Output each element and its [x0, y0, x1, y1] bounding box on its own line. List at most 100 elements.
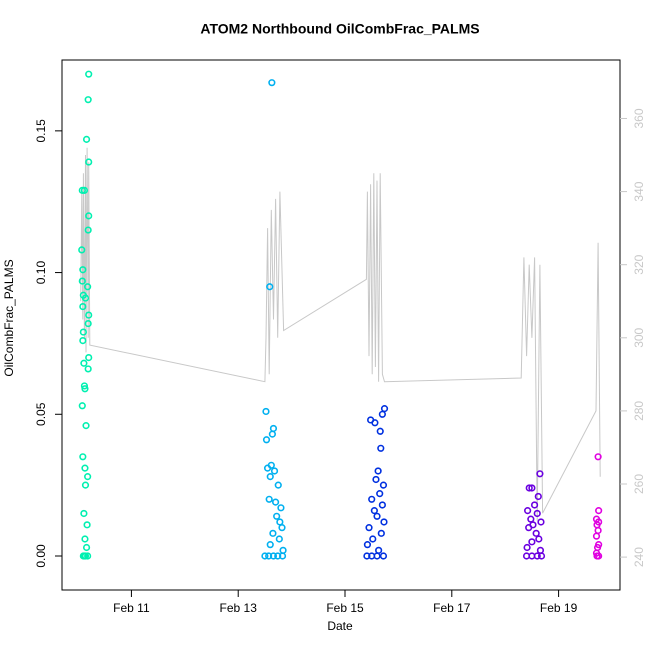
x-tick-label: Feb 17 — [433, 601, 471, 615]
point — [592, 532, 601, 540]
point — [365, 524, 373, 532]
y2-tick-label: 260 — [632, 474, 646, 494]
point — [262, 407, 270, 416]
point — [372, 475, 380, 484]
point — [266, 473, 274, 481]
x-tick-label: Feb 15 — [326, 601, 364, 615]
point — [370, 507, 378, 515]
point — [276, 518, 284, 526]
point — [270, 467, 279, 475]
y2-tick-label: 280 — [632, 401, 646, 421]
point — [266, 283, 274, 291]
point — [535, 535, 543, 543]
point — [277, 504, 285, 512]
y2-tick-label: 320 — [632, 254, 646, 274]
point — [278, 524, 286, 532]
point — [595, 507, 603, 515]
point — [85, 353, 93, 362]
point — [369, 535, 377, 543]
point — [82, 422, 90, 430]
point — [84, 473, 92, 481]
point — [83, 521, 91, 529]
point — [263, 464, 272, 472]
point — [85, 311, 93, 319]
point — [268, 430, 276, 438]
point — [79, 302, 87, 311]
point — [268, 79, 276, 87]
point — [373, 552, 381, 560]
point — [81, 294, 90, 302]
point — [79, 336, 87, 345]
chart-title: ATOM2 Northbound OilCombFrac_PALMS — [200, 21, 479, 37]
point — [78, 246, 86, 254]
point — [269, 552, 278, 560]
point — [278, 552, 287, 560]
point — [81, 535, 89, 543]
point — [81, 464, 89, 472]
altitude-line — [80, 147, 601, 521]
point — [363, 541, 372, 549]
point — [376, 490, 384, 498]
point — [525, 484, 533, 492]
x-axis-label: Date — [327, 619, 353, 633]
point — [84, 226, 92, 234]
point — [594, 453, 602, 461]
point — [528, 538, 536, 546]
point — [84, 283, 92, 291]
point — [530, 501, 539, 509]
point — [377, 529, 385, 537]
point — [528, 484, 536, 492]
y-tick-label: 0.05 — [34, 402, 48, 426]
point — [378, 501, 386, 509]
point — [269, 424, 278, 433]
y-tick-label: 0.15 — [34, 119, 48, 143]
point — [537, 552, 546, 560]
point — [85, 158, 93, 166]
point — [261, 552, 269, 560]
point — [536, 546, 545, 554]
x-tick-label: Feb 11 — [113, 601, 150, 615]
point — [273, 512, 281, 520]
x-tick-label: Feb 13 — [220, 601, 258, 615]
point — [84, 319, 92, 328]
point — [379, 481, 388, 489]
point — [533, 552, 541, 560]
point — [85, 70, 93, 78]
point — [84, 96, 92, 104]
point — [380, 518, 388, 526]
point — [84, 365, 92, 373]
point — [537, 518, 545, 526]
point — [79, 453, 87, 461]
y2-tick-label: 240 — [632, 547, 646, 567]
point — [274, 481, 282, 489]
point — [279, 546, 287, 554]
point — [379, 552, 388, 560]
point — [266, 541, 274, 549]
y-axis-label: OilCombFrac_PALMS — [2, 259, 16, 376]
point — [275, 535, 283, 543]
point — [81, 481, 90, 489]
point — [536, 470, 544, 478]
point — [374, 467, 382, 475]
point — [82, 543, 91, 552]
point — [375, 546, 383, 554]
point — [380, 405, 389, 413]
point — [265, 495, 273, 503]
point — [378, 410, 386, 418]
point — [85, 212, 93, 220]
point — [78, 277, 86, 285]
point — [78, 402, 86, 410]
point — [84, 552, 92, 560]
point — [373, 512, 381, 520]
point — [271, 498, 280, 506]
point — [595, 552, 603, 560]
point — [81, 385, 89, 393]
point — [269, 529, 277, 537]
point — [262, 436, 271, 444]
point — [524, 507, 532, 515]
point — [80, 552, 89, 560]
y-tick-label: 0.00 — [34, 544, 48, 568]
point — [80, 382, 89, 390]
point — [80, 509, 88, 518]
